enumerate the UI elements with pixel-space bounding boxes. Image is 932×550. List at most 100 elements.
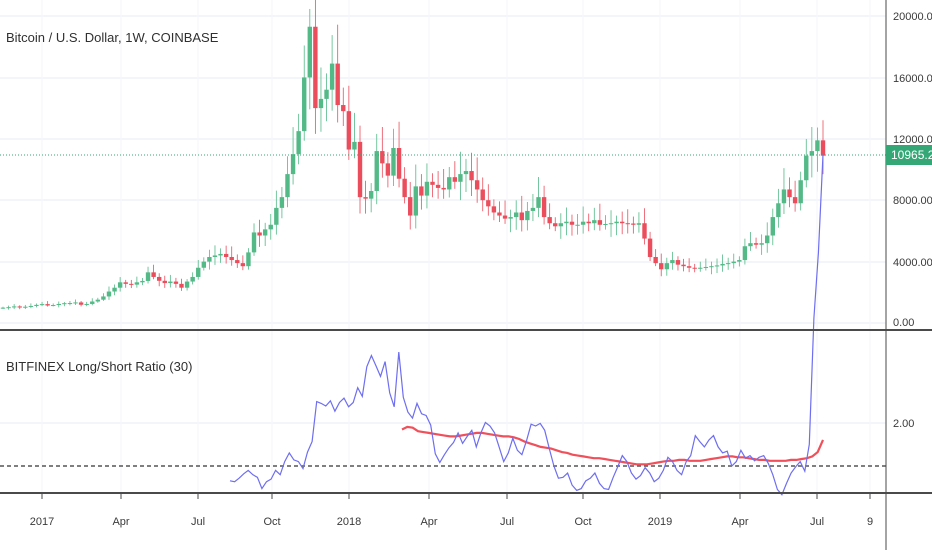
last-price-badge: 10965.29 [886,145,932,165]
candle-down [396,148,402,179]
candle-down [223,253,229,257]
candle-down [474,180,480,190]
candle-up [279,197,285,208]
candle-up [603,223,608,225]
candle-down [430,181,435,185]
candle-up [34,304,39,306]
candle-down [820,140,826,156]
candle-down [787,189,792,198]
candle-down [129,283,134,285]
candle-down [469,171,474,181]
candle-up [720,263,725,266]
candle-up [530,207,536,211]
x-tick-label: 2017 [30,516,54,528]
candle-down [553,223,558,227]
candle-down [502,215,508,219]
candle-up [134,282,140,285]
candle-up [28,305,34,307]
candle-up [329,63,335,90]
candle-up [302,77,307,132]
candle-down [569,221,575,225]
x-tick-label: Oct [574,516,591,528]
candle-up [776,203,781,218]
candle-up [262,229,268,236]
candle-down [357,141,363,198]
price-axis[interactable]: 20000.00 16000.00 12000.00 8000.00 4000.… [893,11,932,430]
candle-up [536,197,541,208]
candle-up [714,265,720,267]
candle-down [380,151,385,164]
y-tick-label: 4000.00 [893,257,932,269]
candle-up [809,151,815,156]
candle-up [56,303,61,306]
candle-down [625,223,630,225]
candle-up [368,190,374,199]
candle-down [441,187,446,190]
y-tick-label: 8000.00 [893,195,932,207]
candle-down [675,260,681,265]
candle-up [318,98,324,109]
last-price-value: 10965.29 [891,148,932,162]
indicator-y-tick-label: 2.00 [893,418,914,430]
candle-up [90,301,95,304]
candle-down [686,266,692,268]
candle-down [162,280,167,284]
y-tick-label: 0.00 [893,317,914,329]
candle-up [73,302,78,304]
candle-down [586,221,591,224]
candle-down [179,283,184,288]
candle-down [792,197,798,204]
candle-up [145,272,151,281]
candle-up [62,303,67,305]
x-tick-label: 2019 [648,516,672,528]
candle-up [201,261,207,268]
time-axis[interactable]: 2017 Apr Jul Oct 2018 Apr Jul Oct 2019 A… [30,494,873,528]
candle-up [117,282,123,288]
candle-up [608,223,614,225]
candle-up [84,303,89,305]
candle-up [268,224,273,230]
candle-up [804,155,809,181]
candle-down [452,177,458,182]
candle-up [218,253,223,256]
candle-down [547,217,552,224]
candle-down [341,105,346,112]
candle-down [240,263,246,267]
candle-up [168,281,173,284]
candle-up [51,305,56,307]
candle-up [564,221,569,224]
candle-up [781,189,787,204]
candle-up [374,151,379,191]
candle-up [558,223,564,227]
candle-up [112,287,117,292]
x-tick-label: Apr [420,516,437,528]
x-tick-label: Jul [191,516,205,528]
candle-down [363,197,368,199]
candle-down [313,26,318,109]
candle-down [335,63,340,106]
candle-up [463,171,469,175]
candle-up [101,296,106,300]
candle-down [346,111,352,150]
candle-up [212,255,218,257]
candle-up [296,131,301,155]
candle-down [229,256,234,261]
candle-up [748,243,753,247]
x-tick-label: Jul [810,516,824,528]
x-tick-label: Jul [500,516,514,528]
candle-down [619,221,625,224]
candle-up [413,186,418,216]
candle-up [592,220,597,224]
candle-up [23,306,28,308]
candle-down [123,282,128,284]
candle-up [636,223,642,225]
candle-down [486,200,491,207]
candles-group [0,0,826,310]
indicator-title: BITFINEX Long/Short Ratio (30) [6,359,192,374]
candle-up [731,261,736,264]
candle-up [508,217,513,219]
candle-down [257,232,262,236]
candle-up [664,263,670,270]
candle-down [17,306,22,308]
candle-down [753,243,759,245]
